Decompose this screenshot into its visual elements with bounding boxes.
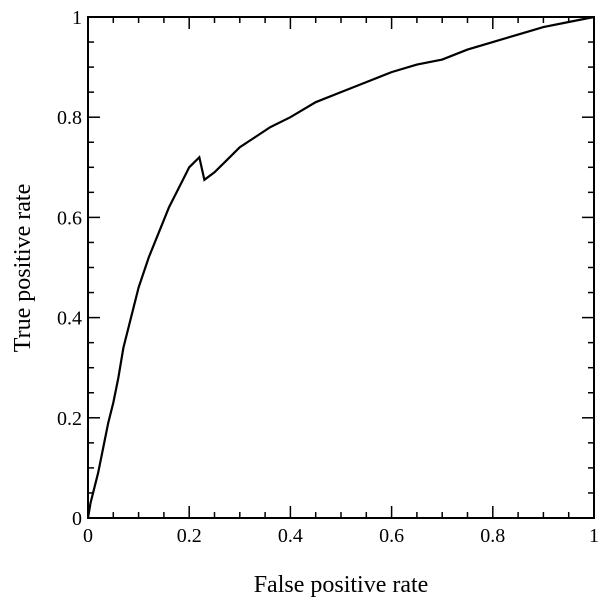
tick-labels: 0 0.2 0.4 0.6 0.8 1 0 0.2 0.4 0.6 0.8 1: [57, 7, 599, 547]
x-tick-label: 1: [589, 525, 599, 547]
y-tick-label: 0.8: [57, 107, 82, 129]
y-tick-label: 0.4: [57, 308, 82, 330]
y-tick-label: 0: [72, 508, 82, 530]
y-axis-label: True positive rate: [10, 184, 36, 352]
x-tick-label: 0.2: [177, 525, 202, 547]
x-tick-label: 0.4: [278, 525, 303, 547]
y-tick-label: 1: [72, 7, 82, 29]
roc-curve-line: [86, 15, 595, 519]
x-tick-label: 0: [83, 525, 93, 547]
y-tick-label: 0.6: [57, 207, 82, 229]
ticks: [87, 16, 595, 519]
y-tick-label: 0.2: [57, 408, 82, 430]
x-tick-label: 0.8: [480, 525, 505, 547]
x-tick-label: 0.6: [379, 525, 404, 547]
x-axis-label: False positive rate: [254, 572, 429, 598]
